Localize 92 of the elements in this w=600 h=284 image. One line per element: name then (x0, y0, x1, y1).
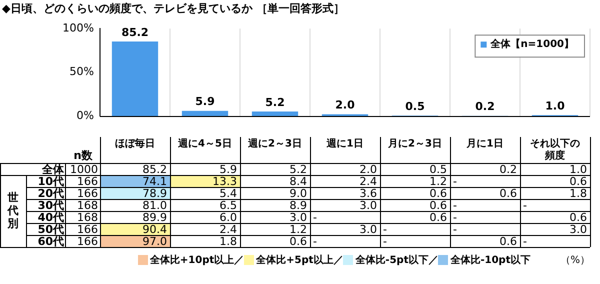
data-label: 0.6 (290, 234, 307, 248)
data-label: 1.2 (430, 174, 447, 188)
text: - (383, 222, 387, 236)
data-label: 89.9 (142, 210, 167, 224)
data-label: 5.9 (195, 95, 215, 108)
data-label: 85.2 (121, 26, 149, 39)
y2-tick-label: 1000 (70, 162, 98, 176)
x-tick-label: 月に2～3日 (387, 138, 442, 150)
data-label: 3.0 (290, 210, 307, 224)
x-tick-label: ほぼ毎日 (115, 138, 155, 150)
text: - (383, 234, 387, 248)
text: - (453, 198, 457, 212)
data-label: 90.4 (142, 222, 167, 236)
data-label: 1.8 (220, 234, 237, 248)
y-tick-label: 50% (70, 65, 94, 78)
y2-tick-label: 166 (77, 174, 98, 188)
data-label: 1.0 (545, 99, 566, 112)
y2-tick-label: 166 (77, 186, 98, 200)
text: 全体比-5pt以下／ (355, 254, 438, 267)
text: - (523, 198, 527, 212)
bar (252, 111, 298, 116)
text: - (523, 234, 527, 248)
data-label: 6.0 (220, 210, 237, 224)
text: 全体比+10pt以上／ (150, 254, 244, 267)
data-label: 0.5 (405, 100, 425, 113)
y-tick-label: 60代 (38, 234, 64, 248)
text: - (453, 210, 457, 224)
data-label: 81.0 (142, 198, 167, 212)
y2-tick-label: 168 (77, 210, 98, 224)
data-label: 3.0 (570, 222, 587, 236)
data-label: 3.6 (360, 186, 377, 200)
x-tick-label: それ以下の頻度 (530, 138, 580, 162)
chart-title: ◆日頃、どのくらいの頻度で、テレビを見ているか ［単一回答形式］ (2, 1, 344, 16)
data-label: 5.4 (220, 186, 237, 200)
data-label: 13.3 (212, 174, 237, 188)
text: - (453, 174, 457, 188)
x-tick-label: 月に1日 (466, 138, 504, 150)
text: 全体比-10pt以下 (450, 254, 530, 267)
text: （%） (560, 254, 590, 267)
data-label: 5.9 (220, 162, 237, 176)
data-label: 0.6 (430, 210, 447, 224)
y2-tick-label: 166 (77, 222, 98, 236)
data-label: 1.8 (570, 186, 587, 200)
bar (182, 110, 228, 116)
y-tick-label: 10代 (38, 174, 64, 188)
text: - (313, 210, 317, 224)
text: - (313, 234, 317, 248)
bar (112, 42, 158, 116)
data-label: 0.6 (430, 198, 447, 212)
y2-tick-label: 168 (77, 198, 98, 212)
data-label: 0.6 (500, 234, 517, 248)
y2-axis-title: n数 (74, 148, 94, 162)
y-tick-label: 30代 (38, 198, 64, 212)
data-label: 0.6 (430, 186, 447, 200)
y-tick-label: 0% (76, 108, 94, 122)
data-label: 1.0 (570, 162, 587, 176)
data-label: 2.0 (335, 98, 356, 112)
y-tick-label: 50代 (38, 222, 64, 236)
data-label: 3.0 (360, 198, 377, 212)
y-tick-label: 100% (62, 21, 94, 34)
y-axis-title: 世代別 (6, 190, 18, 230)
data-label: 2.0 (360, 162, 377, 176)
x-tick-label: 週に4～5日 (177, 138, 232, 150)
text: 全体比+5pt以上／ (256, 254, 344, 267)
data-label: 8.9 (290, 198, 307, 212)
data-label: 85.2 (142, 162, 167, 176)
legend-label: 全体【n=1000】 (490, 38, 574, 50)
data-label: 0.6 (500, 186, 517, 200)
data-label: 3.0 (360, 222, 377, 236)
data-label: 0.6 (570, 210, 587, 224)
x-tick-label: 週に2～3日 (247, 138, 302, 150)
data-label: 78.9 (142, 186, 167, 200)
data-label: 0.6 (570, 174, 587, 188)
data-label: 0.2 (500, 162, 517, 176)
y-tick-label: 全体 (41, 162, 65, 176)
data-label: 8.4 (290, 174, 307, 188)
data-label: 9.0 (290, 186, 307, 200)
y-tick-label: 40代 (38, 210, 64, 224)
data-label: 5.2 (265, 96, 285, 109)
y-tick-label: 20代 (38, 186, 64, 200)
data-label: 74.1 (142, 174, 167, 188)
data-label: 2.4 (220, 222, 237, 236)
data-label: 5.2 (290, 162, 307, 176)
x-tick-label: 週に1日 (326, 138, 364, 150)
text: - (453, 222, 457, 236)
data-label: 2.4 (360, 174, 377, 188)
data-label: 0.2 (475, 100, 495, 114)
data-label: 1.2 (290, 222, 307, 236)
y2-tick-label: 166 (77, 234, 98, 248)
data-label: 0.5 (430, 162, 447, 176)
data-label: 97.0 (142, 234, 167, 248)
data-label: 6.5 (220, 198, 237, 212)
